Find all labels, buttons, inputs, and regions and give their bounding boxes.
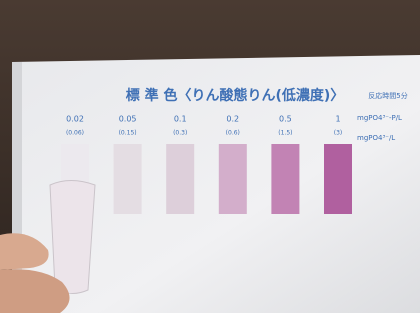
swatch-value: 0.5 — [279, 115, 292, 124]
photo: 標 準 色〈りん酸態りん(低濃度)〉 反応時間5分 mgPO4³⁻-P/L mg… — [0, 0, 420, 313]
swatch-value: 0.2 — [226, 115, 239, 124]
swatch-alt-value: (1.5) — [278, 130, 292, 137]
page: 標 準 色〈りん酸態りん(低濃度)〉 反応時間5分 mgPO4³⁻-P/L mg… — [0, 0, 420, 313]
title: 標 準 色〈りん酸態りん(低濃度)〉 — [126, 87, 345, 104]
unit: mgPO4³⁻-P/L — [357, 114, 402, 122]
color-swatch — [324, 144, 352, 214]
swatch-alt-value: (3) — [334, 130, 343, 137]
color-swatch — [219, 144, 247, 214]
swatch-alt-value: (0.3) — [173, 130, 187, 137]
swatch-value: 0.02 — [66, 115, 84, 124]
swatch-alt-value: (0.06) — [66, 130, 84, 137]
swatch-alt-value: (0.6) — [226, 130, 240, 137]
color-swatch — [271, 144, 299, 214]
swatch-value: 1 — [335, 115, 340, 124]
swatch-value: 0.1 — [174, 115, 187, 124]
swatch-value: 0.05 — [119, 115, 137, 124]
unit: mgPO4³⁻/L — [357, 134, 395, 142]
swatch-alt-value: (0.15) — [119, 130, 137, 137]
color-swatch — [166, 144, 194, 214]
color-swatch — [114, 144, 142, 214]
note: 反応時間5分 — [368, 91, 407, 100]
test-tube — [50, 181, 95, 294]
